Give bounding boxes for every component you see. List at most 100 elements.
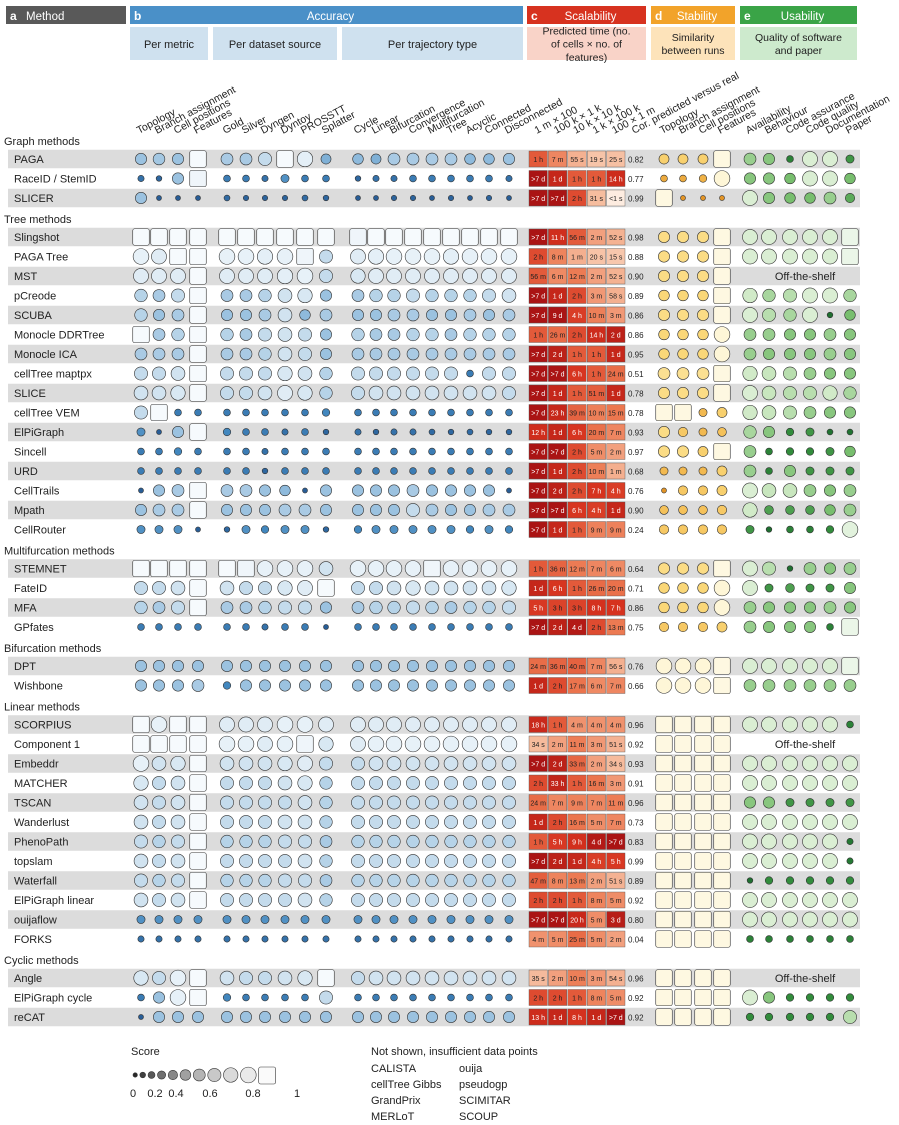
subheader-label: Predicted time (no.of cells × no. offeat… bbox=[542, 26, 630, 64]
time-cell bbox=[548, 365, 568, 382]
accuracy-mark bbox=[189, 774, 207, 792]
stability-mark bbox=[697, 524, 709, 535]
time-label: 1 h bbox=[592, 372, 602, 379]
stability-mark bbox=[658, 250, 670, 263]
stability-mark bbox=[658, 387, 670, 399]
accuracy-mark bbox=[189, 481, 207, 500]
usability-mark bbox=[805, 466, 815, 476]
stability-mark bbox=[713, 228, 731, 246]
accuracy-mark bbox=[296, 716, 314, 733]
accuracy-mark bbox=[368, 385, 384, 401]
time-label: 7 h bbox=[592, 489, 602, 496]
accuracy-mark bbox=[390, 623, 398, 631]
accuracy-mark bbox=[195, 526, 201, 533]
accuracy-mark bbox=[322, 526, 330, 533]
time-label: >7 d bbox=[551, 450, 565, 457]
accuracy-mark bbox=[447, 447, 455, 456]
time-label: >7 d bbox=[531, 313, 545, 320]
accuracy-mark bbox=[388, 660, 400, 672]
usability-mark bbox=[802, 911, 818, 928]
stability-mark bbox=[713, 345, 731, 363]
stability-mark bbox=[697, 231, 709, 243]
usability-mark bbox=[742, 853, 758, 869]
time-label: 1 d bbox=[592, 1015, 602, 1022]
accuracy-mark bbox=[278, 503, 292, 517]
accuracy-mark bbox=[189, 754, 207, 773]
time-cell bbox=[567, 852, 587, 870]
accuracy-mark bbox=[405, 716, 421, 733]
accuracy-mark bbox=[351, 971, 365, 985]
accuracy-mark bbox=[354, 408, 362, 417]
stability-mark bbox=[713, 832, 731, 851]
time-label: 4 h bbox=[592, 859, 602, 866]
correlation-value: 0.97 bbox=[628, 448, 644, 457]
legend-tick: 0.6 bbox=[202, 1088, 217, 1100]
usability-mark bbox=[761, 775, 777, 791]
time-label: 26 m bbox=[589, 586, 605, 593]
stability-mark bbox=[713, 813, 731, 831]
accuracy-mark bbox=[301, 447, 309, 456]
time-cell bbox=[567, 423, 587, 441]
accuracy-mark bbox=[501, 288, 517, 303]
accuracy-mark bbox=[134, 873, 148, 888]
usability-mark bbox=[784, 621, 796, 633]
usability-mark bbox=[803, 367, 817, 380]
accuracy-mark bbox=[444, 347, 458, 361]
time-cell bbox=[606, 618, 626, 636]
method-name: cellTree VEM bbox=[14, 408, 80, 420]
time-cell bbox=[606, 677, 626, 694]
accuracy-mark bbox=[423, 228, 441, 246]
accuracy-mark bbox=[258, 288, 272, 303]
time-label: 8 m bbox=[591, 996, 603, 1003]
accuracy-mark bbox=[500, 228, 518, 246]
time-cell bbox=[587, 248, 606, 265]
correlation-value: 0.80 bbox=[628, 916, 644, 925]
time-label: 4 d bbox=[572, 625, 582, 632]
accuracy-mark bbox=[172, 153, 184, 165]
usability-mark bbox=[802, 814, 818, 830]
panel-title: Scalability bbox=[565, 11, 617, 23]
accuracy-mark bbox=[258, 776, 272, 790]
usability-mark bbox=[805, 798, 815, 807]
accuracy-mark bbox=[428, 623, 436, 631]
correlation-value: 0.96 bbox=[628, 799, 644, 808]
accuracy-mark bbox=[237, 228, 255, 246]
time-cell bbox=[528, 150, 548, 168]
usability-mark bbox=[805, 447, 815, 456]
time-cell bbox=[587, 501, 606, 519]
accuracy-mark bbox=[172, 1011, 184, 1023]
accuracy-mark bbox=[425, 815, 439, 829]
accuracy-mark bbox=[503, 153, 515, 165]
usability-mark bbox=[763, 796, 775, 809]
usability-mark bbox=[762, 328, 776, 341]
accuracy-mark bbox=[280, 915, 290, 924]
subheader-bg bbox=[740, 27, 857, 60]
accuracy-mark bbox=[322, 174, 330, 183]
usability-mark bbox=[844, 328, 856, 341]
time-label: 10 m bbox=[589, 411, 605, 418]
accuracy-mark bbox=[136, 915, 146, 924]
correlation-value: 0.82 bbox=[628, 156, 644, 165]
time-label: 1 h bbox=[533, 157, 543, 164]
accuracy-mark bbox=[443, 268, 459, 284]
panel-title: Stability bbox=[677, 11, 718, 23]
usability-mark bbox=[764, 1012, 774, 1022]
accuracy-mark bbox=[319, 893, 333, 907]
time-label: 3 d bbox=[611, 918, 621, 925]
time-cell bbox=[528, 794, 548, 811]
not-shown-item: GrandPrix bbox=[371, 1095, 421, 1107]
accuracy-mark bbox=[258, 815, 272, 829]
accuracy-mark bbox=[279, 679, 291, 692]
accuracy-mark bbox=[501, 716, 517, 733]
time-cell bbox=[587, 287, 606, 304]
usability-mark bbox=[843, 386, 857, 400]
accuracy-mark bbox=[301, 408, 309, 417]
accuracy-mark bbox=[151, 248, 167, 265]
accuracy-mark bbox=[372, 408, 380, 417]
accuracy-mark bbox=[134, 366, 148, 381]
